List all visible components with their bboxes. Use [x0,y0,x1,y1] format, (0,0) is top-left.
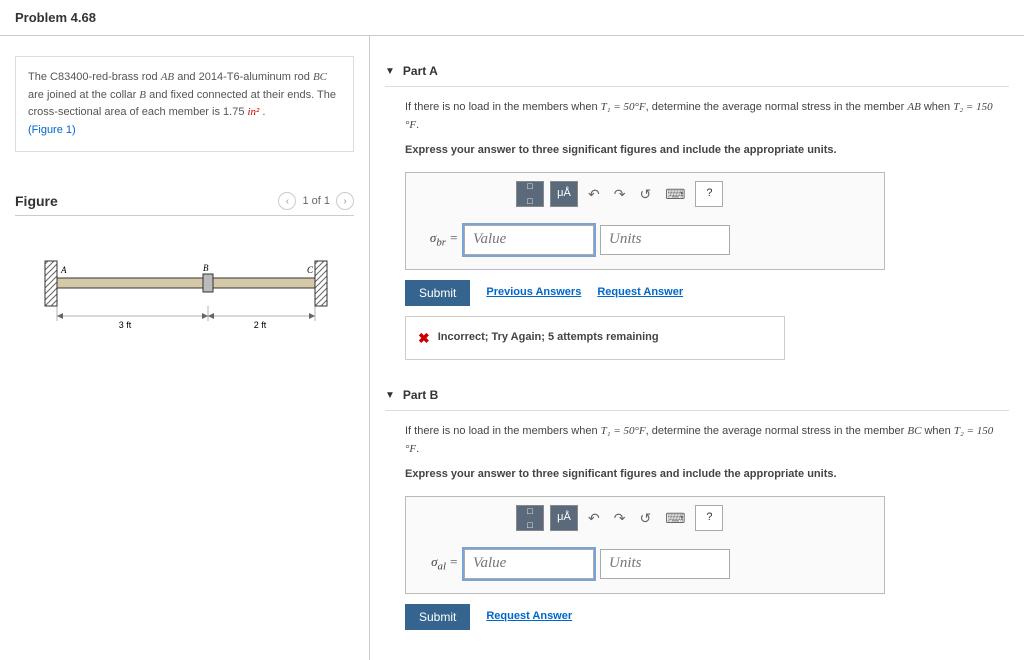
help-icon[interactable]: ? [695,181,723,207]
part-b-symbol: σal = [418,552,458,576]
caret-down-icon: ▼ [385,66,395,77]
left-panel: The C83400-red-brass rod AB and 2014-T6-… [0,36,370,660]
figure-title: Figure [15,193,58,209]
svg-text:2 ft: 2 ft [254,320,267,330]
svg-text:B: B [203,263,209,273]
undo-icon[interactable]: ↶ [584,507,604,529]
part-b-instruction: Express your answer to three significant… [405,466,1009,484]
part-a-symbol: σbr = [418,228,458,252]
reset-icon[interactable]: ↺ [635,507,655,529]
units-tool-icon[interactable]: μÅ [550,505,578,531]
figure-link[interactable]: (Figure 1) [28,124,76,136]
pager-prev-icon[interactable]: ‹ [278,192,296,210]
part-b-submit-button[interactable]: Submit [405,604,470,630]
part-a-prompt: If there is no load in the members when … [405,99,1009,134]
pager-next-icon[interactable]: › [336,192,354,210]
part-a-instruction: Express your answer to three significant… [405,142,1009,160]
reset-icon[interactable]: ↺ [635,183,655,205]
part-a-feedback: ✖ Incorrect; Try Again; 5 attempts remai… [405,316,785,360]
part-a-answer-box: □□ μÅ ↶ ↷ ↺ ⌨ ? σbr = [405,172,885,270]
part-a-previous-answers-link[interactable]: Previous Answers [486,284,581,302]
part-b-header[interactable]: ▼ Part B [385,380,1009,411]
help-icon[interactable]: ? [695,505,723,531]
part-a-header[interactable]: ▼ Part A [385,56,1009,87]
part-a-request-answer-link[interactable]: Request Answer [597,284,683,302]
problem-title: Problem 4.68 [0,0,1024,36]
part-b-answer-box: □□ μÅ ↶ ↷ ↺ ⌨ ? σal = [405,496,885,594]
incorrect-icon: ✖ [418,327,430,349]
part-b-request-answer-link[interactable]: Request Answer [486,608,572,626]
part-a-submit-button[interactable]: Submit [405,280,470,306]
part-b-value-input[interactable] [464,549,594,579]
redo-icon[interactable]: ↷ [610,183,630,205]
fraction-tool-icon[interactable]: □□ [516,181,544,207]
svg-text:C: C [307,265,314,275]
redo-icon[interactable]: ↷ [610,507,630,529]
part-a-value-input[interactable] [464,225,594,255]
fraction-tool-icon[interactable]: □□ [516,505,544,531]
figure-pager: ‹ 1 of 1 › [278,192,354,210]
caret-down-icon: ▼ [385,390,395,401]
keyboard-icon[interactable]: ⌨ [661,183,689,205]
part-b-units-input[interactable] [600,549,730,579]
undo-icon[interactable]: ↶ [584,183,604,205]
part-b-prompt: If there is no load in the members when … [405,423,1009,458]
part-a-units-input[interactable] [600,225,730,255]
units-tool-icon[interactable]: μÅ [550,181,578,207]
svg-text:A: A [60,265,67,275]
svg-text:3 ft: 3 ft [119,320,132,330]
keyboard-icon[interactable]: ⌨ [661,507,689,529]
right-panel: ▼ Part A If there is no load in the memb… [370,36,1024,660]
figure-diagram: A B C 3 ft 2 ft [15,216,354,389]
problem-description: The C83400-red-brass rod AB and 2014-T6-… [15,56,354,152]
